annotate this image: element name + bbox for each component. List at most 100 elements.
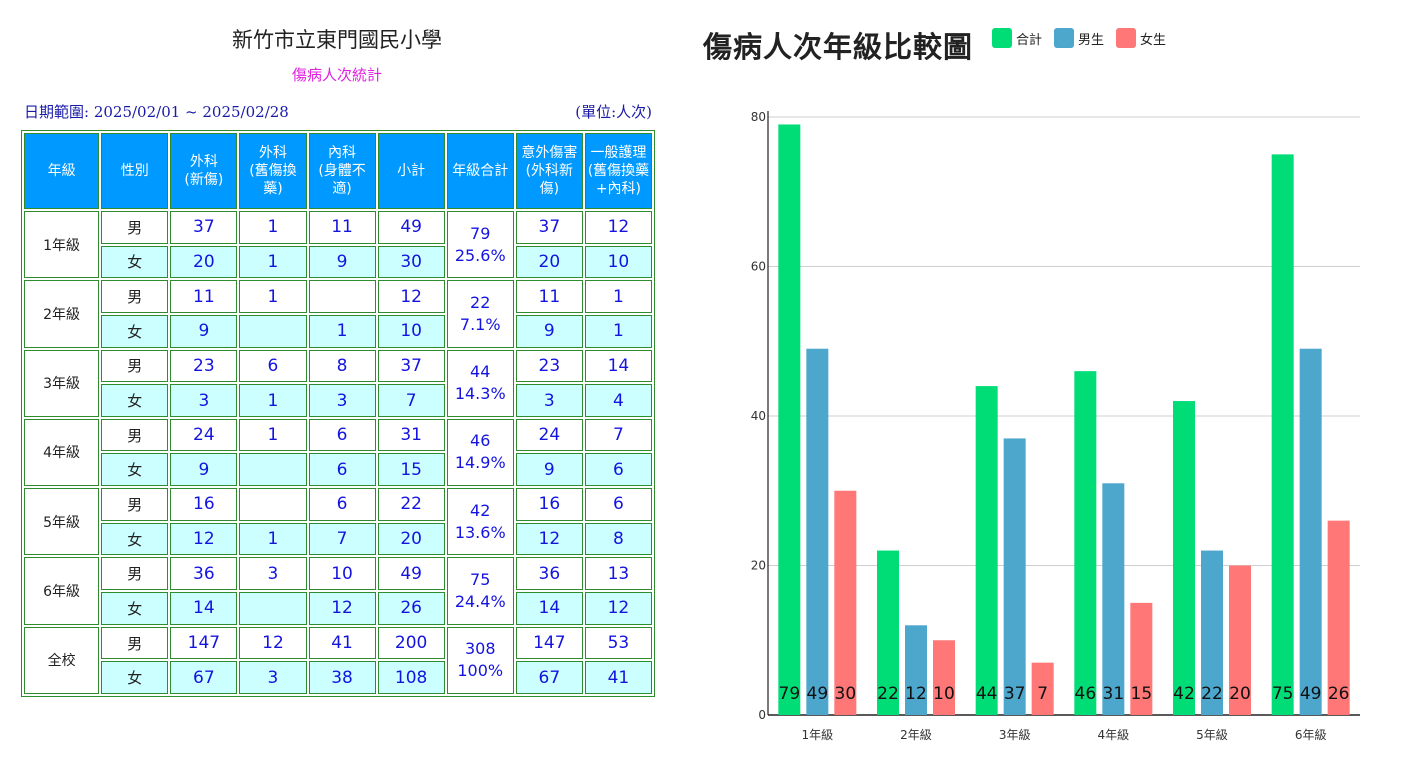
legend-swatch bbox=[1054, 28, 1075, 48]
value-cell-subtotal: 37 bbox=[377, 349, 445, 383]
value-cell-internal: 41 bbox=[308, 626, 376, 660]
value-cell-internal: 6 bbox=[308, 418, 376, 452]
table-body: 1年級男 37 1 11 49 79 25.6% 37 12 女 20 1 9 30 20 10 2年級男 11 1… bbox=[24, 211, 652, 694]
table-row: 女 14 12 26 14 12 bbox=[24, 592, 652, 625]
value-cell-subtotal: 12 bbox=[377, 280, 445, 313]
grade-total-percent: 24.4% bbox=[454, 592, 506, 612]
table-row: 2年級男 11 1 12 22 7.1% 11 1 bbox=[24, 280, 652, 348]
value-cell-old bbox=[239, 592, 307, 625]
value-cell-subtotal: 20 bbox=[377, 522, 445, 556]
value-cell-old: 1 bbox=[239, 280, 307, 313]
y-tick-label: 60 bbox=[751, 260, 766, 274]
sex-cell: 女 bbox=[101, 592, 169, 625]
value-cell-internal: 3 bbox=[308, 384, 376, 417]
grade-total-cell: 75 24.4% bbox=[446, 557, 514, 625]
value-cell-general: 4 bbox=[584, 384, 652, 417]
value-cell-general: 1 bbox=[584, 280, 652, 313]
date-range: 日期範圍: 2025/02/01 ~ 2025/02/28 bbox=[24, 103, 289, 121]
bar-value-label: 42 bbox=[1173, 684, 1195, 704]
value-cell-accident: 20 bbox=[515, 245, 583, 279]
value-cell-old: 12 bbox=[239, 626, 307, 660]
bar-value-label: 75 bbox=[1272, 684, 1294, 704]
legend-label: 女生 bbox=[1140, 32, 1167, 48]
value-cell-subtotal: 200 bbox=[377, 626, 445, 660]
bar-value-label: 20 bbox=[1229, 684, 1251, 704]
bar-value-label: 22 bbox=[1201, 684, 1223, 704]
value-cell-new: 20 bbox=[170, 245, 238, 279]
value-cell-accident: 11 bbox=[515, 280, 583, 313]
value-cell-internal: 38 bbox=[308, 661, 376, 694]
legend-item[interactable]: 男生 bbox=[1054, 28, 1104, 48]
legend-swatch bbox=[1116, 28, 1137, 48]
grade-total-count: 44 bbox=[470, 362, 491, 382]
grade-total-cell: 44 14.3% bbox=[446, 349, 514, 417]
value-cell-general: 12 bbox=[584, 592, 652, 625]
grade-total-count: 46 bbox=[470, 431, 491, 451]
bar-男生 bbox=[806, 348, 829, 715]
bar-value-label: 26 bbox=[1328, 684, 1350, 704]
grade-total-cell: 46 14.9% bbox=[446, 418, 514, 487]
report-subtitle: 傷病人次統計 bbox=[291, 66, 382, 84]
table-row: 5年級男 16 6 22 42 13.6% 16 6 bbox=[24, 488, 652, 556]
value-cell-general: 1 bbox=[584, 314, 652, 348]
grade-total-cell: 22 7.1% bbox=[446, 280, 514, 348]
grade-total-percent: 13.6% bbox=[454, 522, 506, 542]
bar-男生 bbox=[1299, 348, 1322, 715]
value-cell-old: 1 bbox=[239, 211, 307, 244]
bar-女生 bbox=[1229, 565, 1251, 715]
value-cell-new: 23 bbox=[170, 349, 238, 383]
value-cell-new: 24 bbox=[170, 418, 238, 452]
legend-item[interactable]: 合計 bbox=[992, 28, 1042, 48]
value-cell-subtotal: 108 bbox=[377, 661, 445, 694]
injury-stats-table: 年級 性別 外科 (新傷) 外科 (舊傷換藥) 內科 (身體不適) 小計 年級合計 意… bbox=[21, 130, 655, 697]
value-cell-general: 53 bbox=[584, 626, 652, 660]
table-row: 1年級男 37 1 11 49 79 25.6% 37 12 bbox=[24, 211, 652, 279]
value-cell-general: 12 bbox=[584, 211, 652, 244]
grade-total-count: 42 bbox=[470, 500, 491, 520]
y-tick-label: 20 bbox=[751, 559, 766, 573]
value-cell-new: 9 bbox=[170, 453, 238, 487]
grade-total-cell: 308 100% bbox=[446, 626, 514, 694]
x-tick-label: 5年級 bbox=[1196, 728, 1228, 742]
value-cell-subtotal: 30 bbox=[377, 245, 445, 279]
value-cell-general: 10 bbox=[584, 245, 652, 279]
grade-total-percent: 7.1% bbox=[459, 314, 501, 334]
value-cell-new: 3 bbox=[170, 384, 238, 417]
value-cell-general: 6 bbox=[584, 453, 652, 487]
value-cell-old: 1 bbox=[239, 522, 307, 556]
value-cell-new: 36 bbox=[170, 557, 238, 591]
value-cell-old bbox=[239, 314, 307, 348]
header-surgery-old: 外科 (舊傷換藥) bbox=[239, 133, 307, 209]
value-cell-internal: 10 bbox=[308, 557, 376, 591]
grade-total-cell: 79 25.6% bbox=[446, 211, 514, 279]
value-cell-subtotal: 49 bbox=[377, 211, 445, 244]
value-cell-new: 16 bbox=[170, 488, 238, 521]
table-row: 女 67 3 38 108 67 41 bbox=[24, 661, 652, 694]
value-cell-internal bbox=[308, 280, 376, 313]
legend-item[interactable]: 女生 bbox=[1116, 28, 1166, 48]
grade-total-percent: 25.6% bbox=[454, 245, 506, 265]
header-surgery-new: 外科 (新傷) bbox=[170, 133, 238, 209]
sex-cell: 女 bbox=[101, 453, 169, 487]
y-tick-label: 40 bbox=[751, 409, 766, 423]
sex-cell: 女 bbox=[101, 314, 169, 348]
value-cell-old: 3 bbox=[239, 557, 307, 591]
x-tick-label: 1年級 bbox=[802, 728, 834, 742]
value-cell-internal: 8 bbox=[308, 349, 376, 383]
grade-total-count: 75 bbox=[470, 570, 491, 590]
table-row: 女 20 1 9 30 20 10 bbox=[24, 245, 652, 279]
grade-total-percent: 14.9% bbox=[454, 453, 506, 473]
grade-total-count: 22 bbox=[470, 292, 491, 312]
bar-value-label: 44 bbox=[976, 684, 998, 704]
sex-cell: 女 bbox=[101, 522, 169, 556]
value-cell-old bbox=[239, 453, 307, 487]
value-cell-accident: 3 bbox=[515, 384, 583, 417]
value-cell-accident: 36 bbox=[515, 557, 583, 591]
header-accident: 意外傷害 (外科新傷) bbox=[515, 133, 583, 209]
value-cell-new: 67 bbox=[170, 661, 238, 694]
value-cell-general: 13 bbox=[584, 557, 652, 591]
bar-value-label: 49 bbox=[807, 684, 829, 704]
bar-女生 bbox=[834, 490, 857, 715]
value-cell-subtotal: 7 bbox=[377, 384, 445, 417]
header-row: 年級 性別 外科 (新傷) 外科 (舊傷換藥) 內科 (身體不適) 小計 年級合計 意… bbox=[24, 133, 652, 209]
